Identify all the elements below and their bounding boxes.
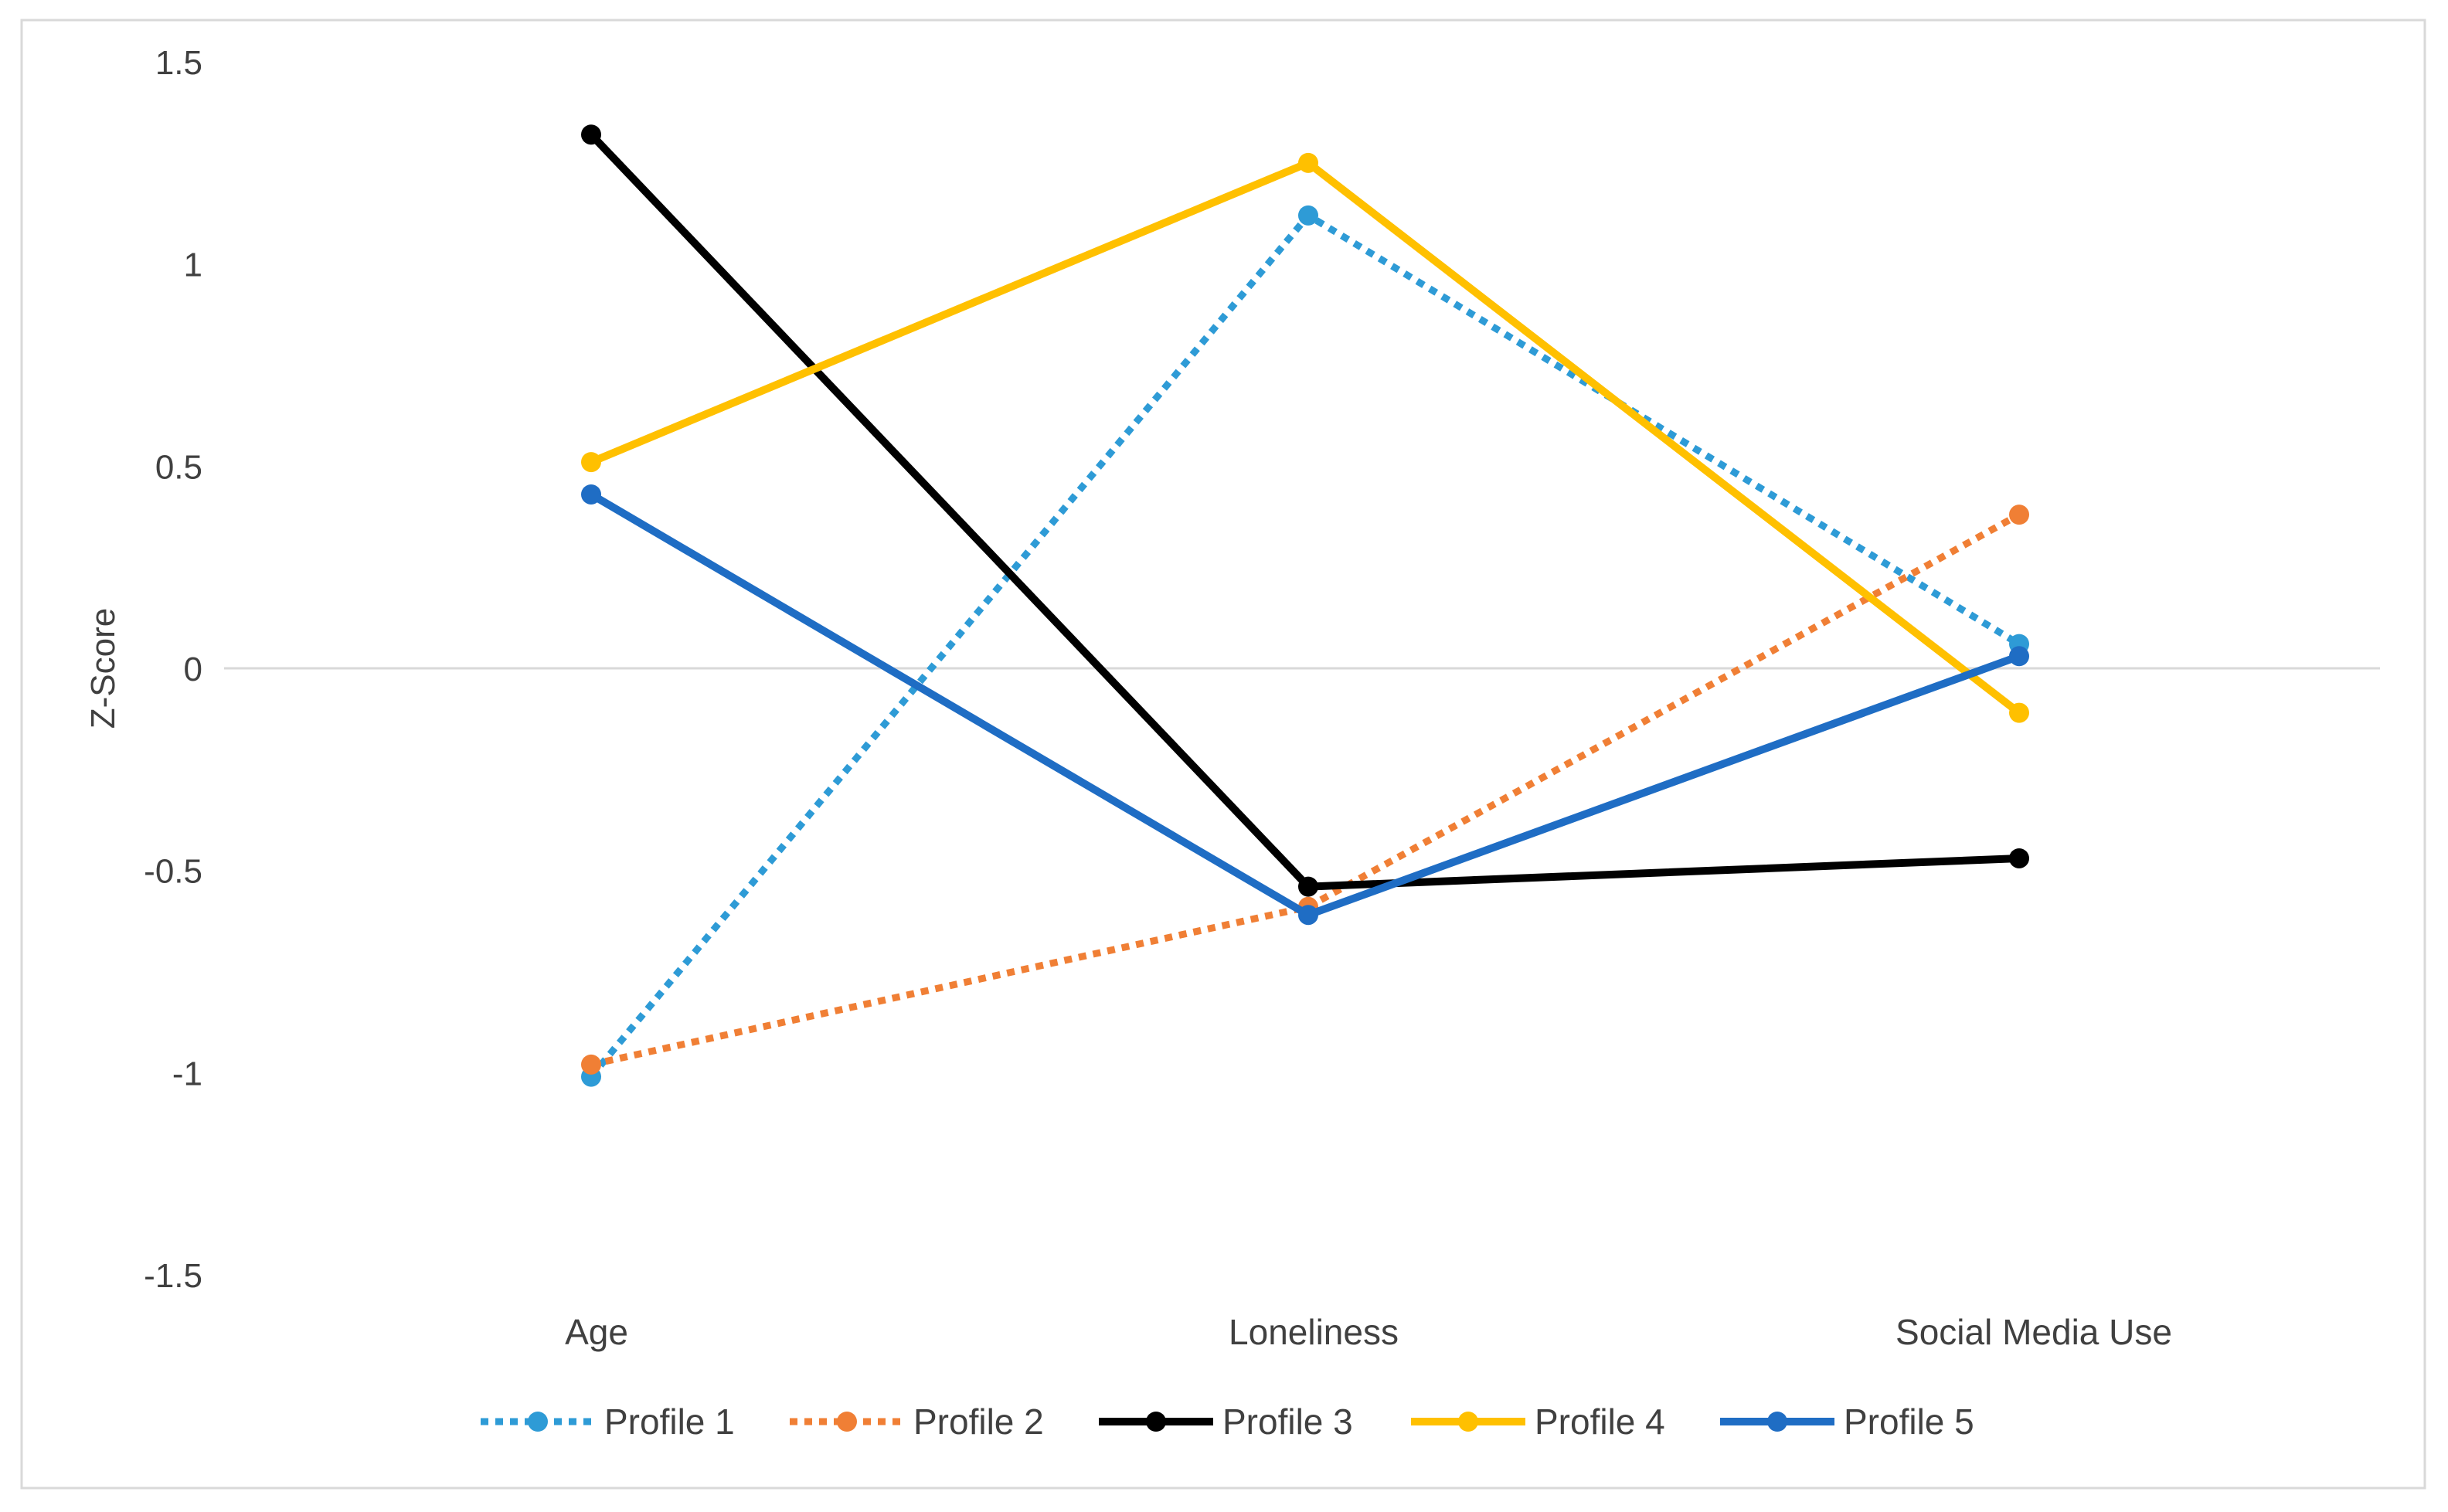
legend-swatch-marker — [837, 1412, 857, 1432]
series-layer — [581, 124, 2029, 1087]
data-point — [1298, 876, 1318, 897]
legend-label: Profile 3 — [1222, 1402, 1353, 1442]
data-point — [581, 452, 601, 473]
legend-swatch-marker — [1458, 1412, 1478, 1432]
legend-item: Profile 4 — [1411, 1402, 1665, 1442]
legend-label: Profile 5 — [1844, 1402, 1974, 1442]
y-tick-label: -1.5 — [144, 1257, 202, 1295]
series-3 — [581, 124, 2029, 897]
legend-item: Profile 5 — [1720, 1402, 1974, 1442]
legend-swatch-marker — [1767, 1412, 1787, 1432]
x-category-label: Age — [565, 1312, 628, 1352]
legend: Profile 1 Profile 2 Profile 3 Profile 4 Prof… — [481, 1402, 1974, 1442]
series-4 — [581, 152, 2029, 723]
data-point — [2009, 646, 2029, 667]
data-point — [2009, 702, 2029, 723]
legend-label: Profile 1 — [604, 1402, 735, 1442]
legend-label: Profile 2 — [913, 1402, 1044, 1442]
legend-swatch-marker — [1146, 1412, 1166, 1432]
y-tick-label: 0.5 — [155, 448, 202, 486]
legend-swatch-marker — [528, 1412, 548, 1432]
legend-item: Profile 1 — [481, 1402, 735, 1442]
data-point — [1298, 205, 1318, 226]
legend-item: Profile 3 — [1099, 1402, 1353, 1442]
y-axis-title: Z-Score — [84, 608, 122, 729]
data-point — [581, 484, 601, 505]
y-axis-ticks: 1.5 1 0.5 0 -0.5 -1 -1.5 — [144, 44, 202, 1295]
data-point — [1298, 905, 1318, 926]
series-5 — [581, 484, 2029, 926]
y-tick-label: 1 — [184, 246, 202, 284]
data-point — [581, 1054, 601, 1075]
data-point — [581, 124, 601, 145]
legend-label: Profile 4 — [1535, 1402, 1665, 1442]
data-point — [2009, 505, 2029, 525]
x-axis-labels: Age Loneliness Social Media Use — [565, 1312, 2172, 1352]
y-tick-label: 1.5 — [155, 44, 202, 82]
chart-border — [20, 19, 2426, 1490]
legend-item: Profile 2 — [790, 1402, 1044, 1442]
y-tick-label: -1 — [172, 1055, 202, 1092]
x-category-label: Social Media Use — [1896, 1312, 2172, 1352]
data-point — [2009, 848, 2029, 868]
y-tick-label: 0 — [184, 651, 202, 688]
data-point — [1298, 152, 1318, 173]
x-category-label: Loneliness — [1229, 1312, 1399, 1352]
y-tick-label: -0.5 — [144, 853, 202, 891]
